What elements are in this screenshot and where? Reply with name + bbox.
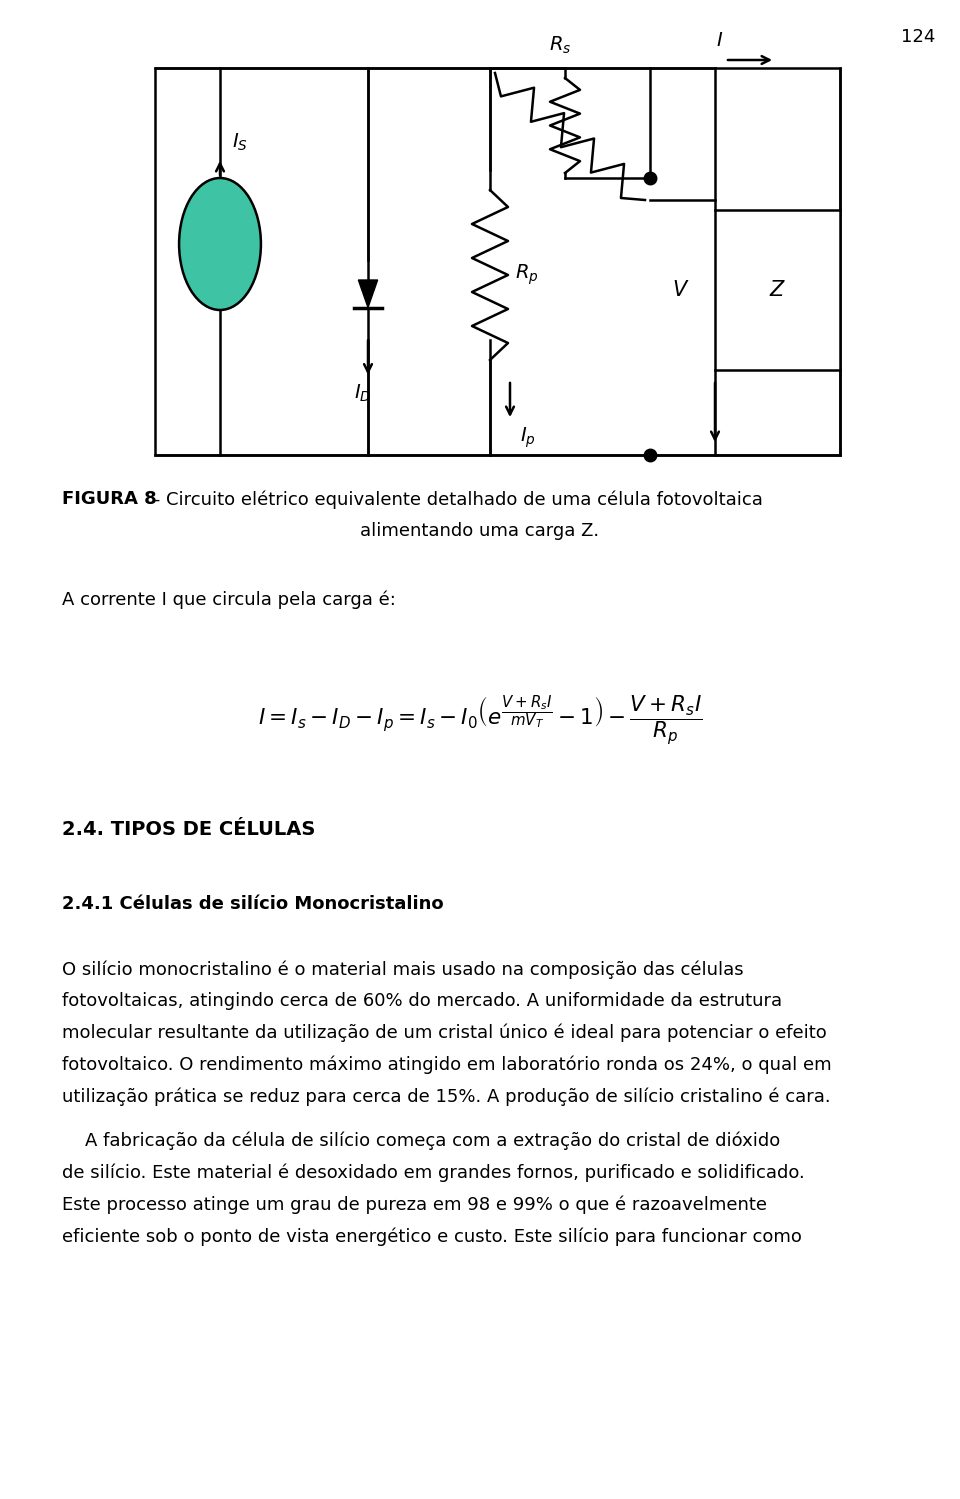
Text: $I_D$: $I_D$ [354, 382, 372, 403]
Text: fotovoltaico. O rendimento máximo atingido em laboratório ronda os 24%, o qual e: fotovoltaico. O rendimento máximo atingi… [62, 1055, 831, 1075]
Text: - Circuito elétrico equivalente detalhado de uma célula fotovoltaica: - Circuito elétrico equivalente detalhad… [148, 490, 763, 508]
Text: $Z$: $Z$ [769, 280, 786, 300]
Text: eficiente sob o ponto de vista energético e custo. Este silício para funcionar c: eficiente sob o ponto de vista energétic… [62, 1228, 802, 1247]
Text: $R_s$: $R_s$ [549, 34, 571, 55]
Polygon shape [358, 280, 377, 307]
Text: molecular resultante da utilização de um cristal único é ideal para potenciar o : molecular resultante da utilização de um… [62, 1024, 827, 1042]
Text: alimentando uma carga Z.: alimentando uma carga Z. [360, 522, 600, 540]
Bar [155, 67, 840, 456]
Text: $I_p$: $I_p$ [520, 426, 536, 450]
Text: fotovoltaicas, atingindo cerca de 60% do mercado. A uniformidade da estrutura: fotovoltaicas, atingindo cerca de 60% do… [62, 992, 782, 1010]
Text: $I_S$: $I_S$ [232, 132, 248, 153]
Text: 2.4.1 Células de silício Monocristalino: 2.4.1 Células de silício Monocristalino [62, 895, 444, 913]
Text: $I$: $I$ [716, 31, 724, 49]
Text: Este processo atinge um grau de pureza em 98 e 99% o que é razoavelmente: Este processo atinge um grau de pureza e… [62, 1196, 767, 1214]
Text: utilização prática se reduz para cerca de 15%. A produção de silício cristalino : utilização prática se reduz para cerca d… [62, 1088, 830, 1106]
Text: $I = I_s - I_D - I_p = I_s - I_0\left(e^{\dfrac{V+R_s I}{mV_T}} - 1\right) - \df: $I = I_s - I_D - I_p = I_s - I_0\left(e^… [257, 693, 703, 747]
Text: O silício monocristalino é o material mais usado na composição das células: O silício monocristalino é o material ma… [62, 959, 744, 979]
Text: $R_p$: $R_p$ [515, 262, 539, 288]
Text: FIGURA 8: FIGURA 8 [62, 490, 156, 508]
Text: 124: 124 [900, 28, 935, 46]
Bar [715, 210, 840, 370]
Text: A fabricação da célula de silício começa com a extração do cristal de dióxido: A fabricação da célula de silício começa… [62, 1132, 780, 1151]
Text: de silício. Este material é desoxidado em grandes fornos, purificado e solidific: de silício. Este material é desoxidado e… [62, 1165, 804, 1183]
Text: 2.4. TIPOS DE CÉLULAS: 2.4. TIPOS DE CÉLULAS [62, 820, 316, 839]
Ellipse shape [180, 178, 261, 310]
Text: $V$: $V$ [673, 280, 690, 300]
Text: A corrente I que circula pela carga é:: A corrente I que circula pela carga é: [62, 591, 396, 609]
